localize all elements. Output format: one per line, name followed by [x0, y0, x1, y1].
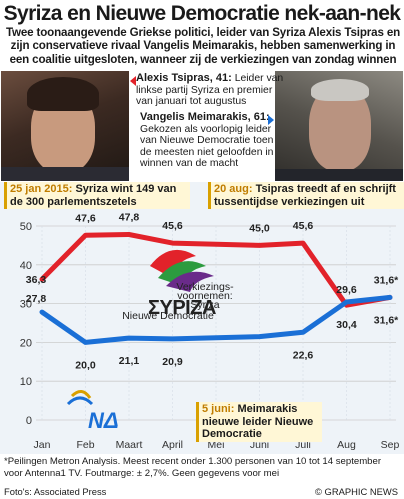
data-label-syriza-2: 47,8 — [119, 212, 140, 224]
y-tick-label-0: 0 — [26, 415, 32, 427]
syriza-series-caption-1: Verkiezings- — [176, 281, 234, 293]
annotation-january: 25 jan 2015: Syriza wint 149 van de 300 … — [4, 182, 190, 209]
y-tick-label-20: 20 — [20, 337, 32, 349]
tsipras-photo — [1, 71, 129, 181]
data-label-nd-6: 22,6 — [293, 349, 314, 361]
syriza-logo: ΣΥΡΙΖΑ — [148, 249, 216, 319]
x-tick-label-sep: Sep — [381, 439, 400, 451]
data-label-syriza-3: 45,6 — [162, 220, 183, 232]
meimarakis-pointer — [268, 115, 274, 125]
syriza-series-caption-2: voornemen: — [177, 290, 232, 302]
subtitle: Twee toonaangevende Griekse politici, le… — [5, 26, 401, 66]
tsipras-pointer — [130, 76, 136, 86]
nd-logo: ΝΔ — [66, 390, 119, 433]
data-label-nd-2: 21,1 — [119, 355, 140, 367]
series-line-syriza — [39, 232, 393, 308]
footnote: *Peilingen Metron Analysis. Meest recent… — [4, 456, 382, 479]
annotation-january-date: 25 jan 2015: — [10, 183, 73, 195]
series-line-nd — [39, 294, 393, 345]
data-label-nd-8: 31,6* — [374, 314, 399, 326]
data-label-syriza-8: 31,6* — [374, 274, 399, 286]
svg-text:ΝΔ: ΝΔ — [88, 408, 119, 433]
meimarakis-name: Vangelis Meimarakis, 61: — [140, 111, 270, 123]
y-tick-label-50: 50 — [20, 221, 32, 233]
meimarakis-text: Gekozen als voorlopig leider van Nieuwe … — [140, 123, 274, 170]
data-label-nd-0: 27,8 — [26, 293, 47, 305]
meimarakis-photo — [275, 71, 403, 181]
data-label-syriza-1: 47,6 — [75, 212, 96, 224]
annotation-june: 5 juni: Meimarakis nieuwe leider Nieuwe … — [196, 402, 322, 442]
annotation-january-text: Syriza wint 149 van de 300 parlementszet… — [10, 183, 177, 208]
annotation-june-text: Meimarakis nieuwe leider Nieuwe Democrat… — [202, 403, 314, 440]
tsipras-name: Alexis Tsipras, 41: — [136, 72, 232, 84]
annotation-august-date: 20 aug: — [214, 183, 253, 195]
tsipras-text: Leider van linkse partij Syriza en premi… — [136, 73, 284, 108]
y-tick-label-10: 10 — [20, 376, 32, 388]
x-tick-label-juli: Juli — [295, 439, 311, 451]
annotation-june-date: 5 juni: — [202, 403, 235, 415]
data-label-syriza-0: 36,3 — [26, 274, 47, 286]
photo-source: Foto's: Associated Press — [4, 486, 107, 497]
meimarakis-bio: Vangelis Meimarakis, 61: Gekozen als voo… — [140, 111, 280, 170]
nd-series-caption: Nieuwe Democratie — [122, 310, 214, 322]
annotation-august: 20 aug: Tsipras treedt af en schrijft tu… — [208, 182, 404, 209]
y-tick-label-30: 30 — [20, 299, 32, 311]
data-label-nd-1: 20,0 — [75, 359, 96, 371]
syriza-series-caption-3: Syriza — [190, 299, 219, 311]
y-tick-label-40: 40 — [20, 260, 32, 272]
x-tick-label-mei: Mei — [208, 439, 225, 451]
data-label-nd-7: 30,4 — [336, 319, 357, 331]
credit: © GRAPHIC NEWS — [315, 486, 398, 497]
tsipras-bio: Alexis Tsipras, 41: Leider van linkse pa… — [136, 72, 286, 108]
x-tick-label-juni: Juni — [250, 439, 269, 451]
data-label-syriza-5: 45,0 — [249, 222, 270, 234]
page-title: Syriza en Nieuwe Democratie nek-aan-nek — [3, 2, 401, 25]
data-label-syriza-7: 29,6 — [336, 284, 357, 296]
x-tick-label-maart: Maart — [116, 439, 143, 451]
x-tick-label-april: April — [162, 439, 183, 451]
data-label-nd-3: 20,9 — [162, 356, 183, 368]
annotation-august-text: Tsipras treedt af en schrijft tussentijd… — [214, 183, 396, 208]
poll-chart-svg: ΣΥΡΙΖΑ ΝΔ 36,3 47,6 47,8 45,6 45,0 45,6 29,6 31… — [0, 182, 404, 454]
poll-chart: ΣΥΡΙΖΑ ΝΔ 36,3 47,6 47,8 45,6 45,0 45,6 29,6 31… — [0, 182, 404, 454]
svg-text:ΣΥΡΙΖΑ: ΣΥΡΙΖΑ — [148, 297, 216, 319]
x-tick-label-jan: Jan — [34, 439, 51, 451]
data-label-syriza-6: 45,6 — [293, 220, 314, 232]
x-tick-label-feb: Feb — [76, 439, 94, 451]
x-tick-label-aug: Aug — [337, 439, 356, 451]
